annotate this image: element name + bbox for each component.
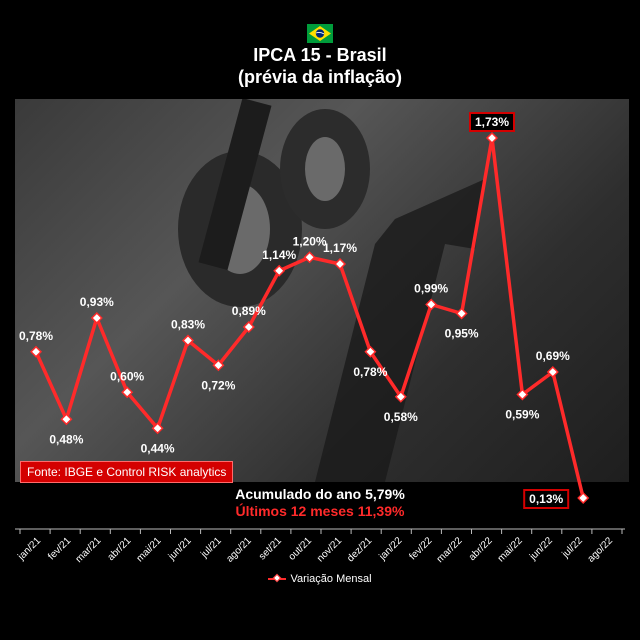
data-label: 0,99% [414,282,448,296]
data-point [151,422,164,435]
data-label: 0,13% [529,492,563,506]
x-tick-label: fev/21 [46,535,73,562]
data-label: 0,60% [110,369,144,383]
data-point [546,365,559,379]
title-line-1: IPCA 15 - Brasil [253,45,387,65]
summary-block: Acumulado do ano 5,79% Últimos 12 meses … [0,486,640,520]
data-label: 0,95% [445,327,479,341]
data-point [425,298,438,311]
data-label: 0,72% [201,378,235,392]
x-tick-label: nov/21 [315,535,344,564]
x-tick-label: jan/22 [377,535,405,563]
data-point [273,264,286,277]
data-point [181,334,195,347]
label-highlight-box [523,489,570,509]
x-tick-label: ago/22 [586,535,616,565]
data-point [60,413,73,426]
x-tick-label: out/21 [287,535,315,563]
data-point [394,390,407,403]
source-badge: Fonte: IBGE e Control RISK analytics [20,461,234,483]
x-tick-label: ago/21 [224,535,254,565]
legend-label: Variação Mensal [290,573,372,585]
data-label: 1,73% [475,115,509,129]
x-tick-label: mai/22 [496,535,525,564]
data-label: 0,48% [49,432,83,446]
data-point [455,307,468,320]
data-point [303,251,316,264]
data-point [90,311,103,325]
data-label: 0,83% [171,318,205,332]
x-tick-label: mar/22 [435,535,465,565]
data-label: 0,78% [353,365,387,379]
x-tick-label: jun/22 [527,535,555,563]
data-label: 0,69% [536,349,570,363]
label-highlight-box [469,112,515,132]
data-label: 0,89% [232,304,266,318]
data-point [516,388,529,401]
x-tick-label: fev/22 [407,535,434,562]
data-label: 0,44% [141,441,175,455]
background-photo [15,99,629,482]
x-tick-label: set/21 [257,535,284,562]
data-label: 0,78% [19,329,53,343]
legend: Variação Mensal [0,571,640,585]
data-point [242,320,255,334]
x-tick-label: jul/22 [560,535,586,561]
data-point [333,257,347,271]
x-tick-label: abr/21 [106,535,134,563]
legend-marker-icon [268,578,287,580]
data-label: 1,20% [293,234,327,248]
data-label: 1,14% [262,248,296,262]
x-tick-label: mai/21 [135,535,164,564]
percent-sign-illustration [178,99,485,482]
data-point [121,386,134,399]
x-tick-label: jul/21 [198,535,224,561]
x-tick-label: jan/21 [15,535,43,563]
data-point [485,131,499,145]
data-point [29,345,43,358]
brazil-flag-icon [307,24,333,43]
x-tick-label: dez/21 [345,535,374,564]
data-point [212,359,225,372]
title-line-2: (prévia da inflação) [237,67,403,87]
data-label: 0,59% [505,408,539,422]
x-tick-label: abr/22 [467,535,495,563]
series-line [34,136,585,499]
data-label: 0,93% [80,295,114,309]
chart-title: IPCA 15 - Brasil (prévia da inflação) [0,44,640,88]
data-point [364,345,377,358]
last-12-months-text: Últimos 12 meses 11,39% [235,503,405,519]
x-tick-label: jun/21 [166,535,194,563]
data-label: 1,17% [323,241,357,255]
data-label: 0,58% [384,410,418,424]
data-point [577,491,590,505]
x-tick-label: mar/21 [74,535,104,565]
accumulated-year-text: Acumulado do ano 5,79% [235,486,405,502]
